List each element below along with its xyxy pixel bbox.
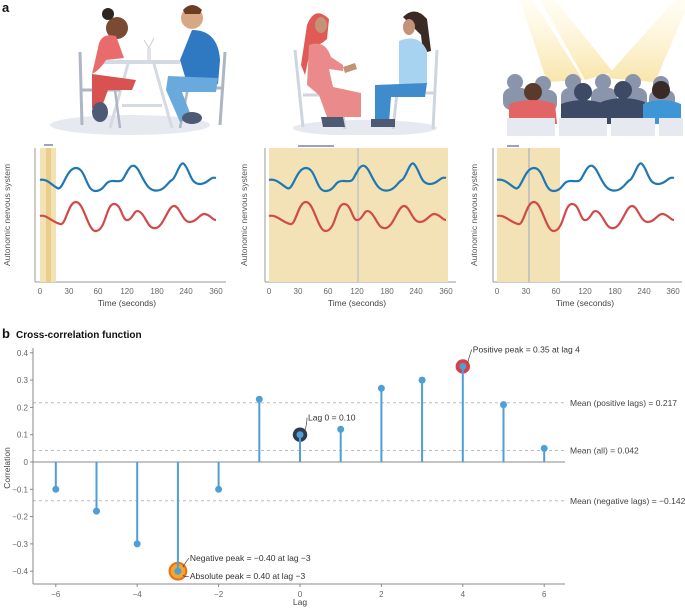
chart-title: Cross-correlation function — [16, 330, 142, 341]
annotation-label: Negative peak = −0.40 at lag −3 — [190, 553, 311, 563]
x-axis-label: Lag — [293, 597, 307, 607]
xlabel: Time (seconds) — [556, 298, 614, 308]
stem-point — [215, 485, 223, 493]
svg-text:360: 360 — [439, 287, 453, 296]
ylabel: Autonomic nervous system — [2, 164, 12, 266]
svg-text:120: 120 — [350, 287, 364, 296]
svg-text:60: 60 — [94, 287, 103, 296]
svg-text:0: 0 — [38, 287, 43, 296]
panel-b-letter: b — [2, 326, 10, 341]
x-tick-label: 2 — [379, 590, 384, 599]
stem-point — [255, 395, 263, 403]
x-tick-label: −4 — [133, 590, 143, 599]
svg-text:0: 0 — [495, 287, 500, 296]
stem-point — [540, 444, 548, 452]
blue-series-line — [39, 162, 217, 193]
svg-text:0: 0 — [267, 287, 272, 296]
annotation-label: Absolute peak = 0.40 at lag −3 — [190, 571, 306, 581]
x-tick-label: 0 — [298, 590, 303, 599]
annotation-label: Positive peak = 0.35 at lag 4 — [473, 344, 580, 354]
x-tick-label: 4 — [461, 590, 466, 599]
svg-text:360: 360 — [666, 287, 680, 296]
panel-a-letter: a — [2, 0, 10, 15]
reference-line-label: Mean (all) = 0.042 — [570, 446, 639, 456]
cross-correlation-chart: Mean (positive lags) = 0.217 Mean (all) =… — [2, 344, 685, 607]
mini-chart-1: Autonomic nervous system 0 30 60 120 180… — [2, 144, 226, 308]
y-tick-label: 0.1 — [17, 431, 29, 440]
illustration-chairs-conversation — [293, 11, 439, 135]
svg-text:30: 30 — [294, 287, 303, 296]
blue-series-line — [268, 162, 447, 193]
xlabel: Time (seconds) — [98, 298, 156, 308]
mini-chart-3: Autonomic nervous system 0 30 60 120 180… — [469, 145, 682, 308]
red-series-line — [268, 200, 447, 233]
y-tick-label: 0.4 — [17, 349, 29, 358]
stem-point — [377, 384, 385, 392]
stem-point — [174, 567, 182, 575]
reference-line-label: Mean (negative lags) = −0.142 — [570, 496, 685, 506]
red-series-line — [39, 200, 217, 233]
stem-point — [459, 362, 467, 370]
svg-text:180: 180 — [380, 287, 394, 296]
xlabel: Time (seconds) — [328, 298, 386, 308]
svg-text:30: 30 — [65, 287, 74, 296]
svg-text:240: 240 — [637, 287, 651, 296]
reference-line-label: Mean (positive lags) = 0.217 — [570, 398, 677, 408]
stem-point — [93, 507, 100, 515]
svg-text:60: 60 — [552, 287, 561, 296]
y-tick-label: −0.4 — [12, 567, 28, 576]
y-tick-label: 0 — [24, 458, 29, 467]
svg-text:180: 180 — [150, 287, 164, 296]
svg-text:240: 240 — [409, 287, 423, 296]
stem-point — [52, 485, 60, 493]
mini-chart-2: Autonomic nervous system 0 30 60 120 180… — [239, 145, 456, 308]
ylabel: Autonomic nervous system — [469, 164, 479, 266]
stem-point — [337, 425, 345, 433]
svg-text:30: 30 — [522, 287, 531, 296]
svg-text:120: 120 — [578, 287, 592, 296]
x-tick-label: 6 — [542, 590, 547, 599]
svg-text:180: 180 — [608, 287, 622, 296]
svg-text:240: 240 — [179, 287, 193, 296]
stem-point — [296, 431, 304, 439]
ylabel: Autonomic nervous system — [239, 164, 249, 266]
annotation-label: Lag 0 = 0.10 — [308, 413, 356, 423]
svg-text:360: 360 — [209, 287, 223, 296]
illustration-table-conversation — [50, 5, 227, 135]
svg-text:60: 60 — [324, 287, 333, 296]
y-tick-label: 0.3 — [17, 376, 29, 385]
y-tick-label: −0.2 — [12, 513, 28, 522]
stem-point — [418, 376, 426, 384]
stem-point — [133, 540, 141, 548]
red-series-line — [496, 200, 675, 233]
x-tick-label: −2 — [214, 590, 224, 599]
y-tick-label: −0.1 — [12, 485, 28, 494]
svg-text:120: 120 — [120, 287, 134, 296]
y-tick-label: 0.2 — [17, 403, 29, 412]
y-tick-label: −0.3 — [12, 540, 28, 549]
illustration-audience-spotlight — [503, 0, 685, 136]
y-axis-label: Correlation — [2, 447, 12, 489]
x-tick-label: −6 — [51, 590, 61, 599]
blue-series-line — [496, 162, 675, 193]
stem-point — [500, 401, 507, 409]
